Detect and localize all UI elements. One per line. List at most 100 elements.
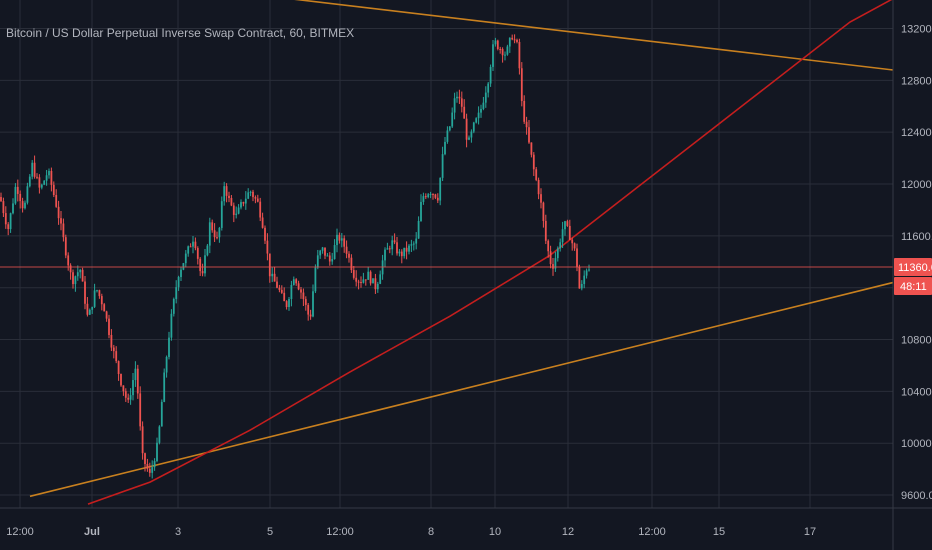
candle xyxy=(530,142,533,158)
candle-body xyxy=(309,314,312,317)
candle-body xyxy=(196,248,199,259)
candle xyxy=(249,190,252,197)
candle-body xyxy=(564,221,566,230)
candle xyxy=(134,361,137,387)
candle-body xyxy=(540,194,542,203)
candle-body xyxy=(528,127,530,143)
candle xyxy=(506,44,509,56)
candle-body xyxy=(232,205,235,215)
candle xyxy=(475,117,478,124)
candle-body xyxy=(408,245,410,252)
y-tick-label: 13200.0 xyxy=(901,24,932,36)
candle xyxy=(472,121,475,134)
candle-body xyxy=(458,96,461,99)
candle xyxy=(386,242,389,250)
candle-body xyxy=(81,269,84,282)
y-tick-label: 10400.0 xyxy=(901,386,932,398)
candle xyxy=(484,86,487,108)
candle-body xyxy=(213,230,216,238)
candle xyxy=(124,388,127,402)
candle-body xyxy=(576,248,578,267)
candle xyxy=(400,249,403,264)
candle-body xyxy=(192,241,194,247)
trend-line-lower xyxy=(29,281,893,498)
candle xyxy=(482,96,485,111)
candle-body xyxy=(67,255,70,266)
candle xyxy=(168,331,170,360)
candle xyxy=(242,201,245,207)
candle-body xyxy=(295,279,298,284)
candle xyxy=(316,249,319,270)
candle-body xyxy=(62,223,65,238)
candle xyxy=(556,246,559,262)
candle-body xyxy=(374,278,377,290)
candle-body xyxy=(482,102,485,109)
candle-body xyxy=(343,238,346,247)
candle-body xyxy=(480,108,482,113)
x-tick-label: 17 xyxy=(804,526,816,538)
candle-body xyxy=(72,272,74,285)
candle xyxy=(328,252,331,266)
candle xyxy=(314,264,317,294)
candle xyxy=(432,193,434,200)
candle xyxy=(367,266,370,280)
candle-body xyxy=(115,351,118,362)
candle-body xyxy=(21,201,24,209)
candle-body xyxy=(585,270,588,276)
candle-body xyxy=(518,41,521,69)
candle xyxy=(470,129,473,143)
candle-body xyxy=(552,264,554,269)
candle-body xyxy=(278,287,281,290)
candle-body xyxy=(108,318,110,335)
candle-body xyxy=(112,347,115,352)
candle-body xyxy=(100,296,103,305)
candle-body xyxy=(405,247,408,252)
candle xyxy=(292,276,295,286)
candle-body xyxy=(91,306,94,310)
candle-body xyxy=(446,130,449,142)
y-tick-label: 10800.0 xyxy=(901,335,932,347)
candle xyxy=(324,247,326,260)
candle-body xyxy=(86,303,89,315)
candle xyxy=(578,264,581,289)
candle xyxy=(220,196,223,231)
candle xyxy=(247,188,250,200)
candle xyxy=(333,239,336,260)
candle-body xyxy=(76,272,79,277)
candle-body xyxy=(578,266,581,289)
candle xyxy=(268,253,271,283)
candle-body xyxy=(201,271,204,274)
candle-body xyxy=(14,186,17,204)
candle-body xyxy=(436,197,439,201)
candle xyxy=(91,306,94,314)
candle-body xyxy=(432,194,434,196)
candle xyxy=(232,202,235,223)
candle-body xyxy=(242,202,245,204)
candle-body xyxy=(388,248,391,250)
candle xyxy=(225,183,228,203)
candle-body xyxy=(547,240,550,252)
candle xyxy=(352,265,355,280)
candle xyxy=(69,263,72,280)
candle-body xyxy=(189,246,192,248)
y-tick-label: 10000.0 xyxy=(901,438,932,450)
candle xyxy=(511,34,514,41)
candle-body xyxy=(31,162,34,177)
candle-body xyxy=(384,249,386,261)
candle xyxy=(93,283,96,309)
candle xyxy=(398,248,401,257)
candle-body xyxy=(64,237,67,256)
chart-title: Bitcoin / US Dollar Perpetual Inverse Sw… xyxy=(6,26,355,40)
x-tick-label: 3 xyxy=(175,526,181,538)
candle-body xyxy=(460,98,463,107)
candle xyxy=(391,235,394,256)
candle-body xyxy=(321,247,324,251)
candle xyxy=(499,46,502,54)
candle xyxy=(513,34,516,44)
candle xyxy=(98,289,101,299)
candle xyxy=(588,264,590,272)
candle xyxy=(374,273,377,294)
candle xyxy=(302,288,305,306)
candle xyxy=(376,281,379,293)
